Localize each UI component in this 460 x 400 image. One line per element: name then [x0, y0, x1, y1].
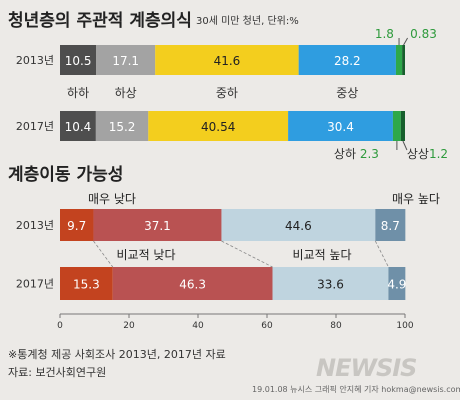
- chart-2-x-tick-label: 40: [192, 321, 204, 331]
- chart-1-bar-segment: [395, 45, 403, 75]
- chart-1-bar-segment: [298, 45, 396, 75]
- chart-1-category-label: 상하 2.3: [334, 147, 379, 161]
- chart-1-bar-segment: [95, 111, 149, 141]
- chart-2-connector-line: [93, 240, 114, 268]
- chart-1-data-label: 40.54: [201, 120, 235, 134]
- chart-1-data-label: 1.8: [375, 27, 394, 41]
- chart-2-bar-segment: [112, 267, 273, 300]
- chart-1-data-label: 17.1: [112, 54, 139, 68]
- chart-1-subtitle: 30세 미만 청년, 단위:%: [196, 14, 299, 27]
- credit-line: 19.01.08 뉴시스 그래픽 안지혜 기자 hokma@newsis.com: [252, 385, 460, 394]
- chart-1-title: 청년층의 주관적 계층의식: [8, 10, 192, 31]
- chart-2-bar-segment: [60, 267, 113, 300]
- chart-1-category-label: 중상: [336, 86, 358, 100]
- chart-1-row-label: 2017년: [16, 120, 54, 133]
- chart-1-data-label: 15.2: [109, 120, 136, 134]
- chart-1-data-label: 0.83: [410, 27, 437, 41]
- chart-1-data-label: 10.4: [65, 120, 92, 134]
- chart-2-bar-segment: [375, 209, 406, 241]
- chart-2-title: 계층이동 가능성: [8, 165, 123, 185]
- chart-1-bar-segment: [60, 45, 97, 75]
- chart-2-category-label: 매우 낮다: [88, 192, 136, 206]
- chart-1-category-label: 하하: [67, 86, 89, 100]
- chart-2-category-label: 비교적 낮다: [116, 248, 175, 262]
- chart-2-data-label: 8.7: [381, 219, 400, 233]
- chart-2-data-label: 33.6: [317, 278, 344, 292]
- chart-2-data-label: 15.3: [73, 278, 100, 292]
- chart-1-bar-segment: [148, 111, 289, 141]
- source-note: 자료: 보건사회연구원: [8, 366, 107, 379]
- chart-1-row-label: 2013년: [16, 54, 54, 67]
- chart-2-bar-segment: [272, 267, 389, 300]
- chart-1-bar-segment: [288, 111, 393, 141]
- chart-1-bar-segment: [402, 45, 405, 75]
- chart-2-bar-segment: [221, 209, 376, 241]
- chart-1-leader-line: [403, 37, 409, 46]
- chart-2-x-tick-label: 60: [261, 321, 273, 331]
- chart-1-bar-segment: [96, 45, 156, 75]
- chart-2-connector-line: [374, 240, 389, 268]
- chart-2-x-tick-label: 100: [396, 321, 413, 331]
- chart-2-category-label: 매우 높다: [392, 192, 440, 206]
- chart-2-connector-line: [221, 240, 273, 268]
- chart-2-data-label: 44.6: [285, 219, 312, 233]
- chart-2-bar-segment: [93, 209, 222, 241]
- footnote: ※통계청 제공 사회조사 2013년, 2017년 자료: [8, 348, 226, 361]
- chart-2-row-label: 2017년: [16, 278, 54, 291]
- newsis-logo: NEWSIS: [316, 354, 417, 382]
- chart-1-bar-segment: [60, 111, 96, 141]
- chart-1-bar-segment: [155, 45, 299, 75]
- chart-2-x-tick-label: 20: [123, 321, 135, 331]
- chart-1-leader-line: [402, 140, 408, 151]
- chart-1-data-label: 41.6: [214, 54, 241, 68]
- chart-2-bar-segment: [60, 209, 94, 241]
- chart-1-data-label: 30.4: [327, 120, 354, 134]
- chart-1-data-label: 28.2: [334, 54, 361, 68]
- chart-2-bar-segment: [388, 267, 406, 300]
- chart-2-x-tick-label: 80: [330, 321, 342, 331]
- chart-2-x-tick-label: 0: [57, 321, 63, 331]
- chart-1-category-label: 중하: [216, 86, 238, 100]
- chart-1-category-label: 하상: [115, 86, 137, 100]
- chart-2-category-label: 비교적 높다: [292, 248, 351, 262]
- chart-1-data-label: 10.5: [65, 54, 92, 68]
- chart-2-data-label: 37.1: [144, 219, 171, 233]
- chart-1-bar-segment: [392, 111, 401, 141]
- chart-1-bar-segment: [400, 111, 405, 141]
- chart-2-data-label: 9.7: [67, 219, 86, 233]
- chart-2-data-label: 4.9: [387, 278, 406, 292]
- chart-2-data-label: 46.3: [179, 278, 206, 292]
- chart-2-row-label: 2013년: [16, 219, 54, 232]
- chart-1-category-label: 상상1.2: [407, 147, 448, 161]
